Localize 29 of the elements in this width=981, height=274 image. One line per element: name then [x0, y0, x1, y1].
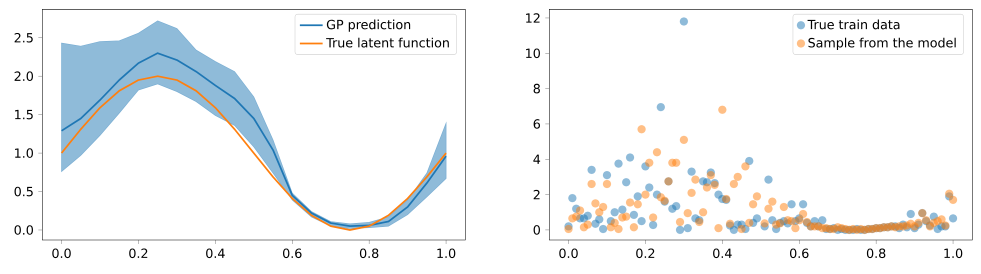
x-tick-label: 0.0: [52, 248, 71, 258]
x-tick-label: 0.8: [360, 248, 378, 258]
x-tick-label: 0.2: [636, 248, 654, 258]
legend-label: GP prediction: [326, 20, 410, 32]
x-tick-label: 0.6: [283, 248, 302, 258]
y-tick-label: 2: [534, 190, 540, 200]
y-tick-label: 1.0: [15, 148, 33, 158]
y-tick-label: 12: [526, 13, 540, 23]
legend-label: True latent function: [326, 38, 449, 48]
y-tick-label: 0.5: [14, 186, 33, 196]
y-tick-label: 6: [534, 119, 540, 129]
y-tick-label: 0.0: [14, 225, 33, 235]
x-tick-label: 0.2: [129, 248, 148, 258]
x-tick-label: 1.0: [437, 248, 456, 258]
x-tick-label: 0.6: [790, 248, 809, 258]
y-tick-label: 8: [534, 84, 540, 94]
y-tick-label: 0: [534, 225, 540, 235]
y-tick-label: 1.5: [15, 110, 33, 120]
x-tick-label: 1.0: [944, 248, 962, 258]
x-tick-label: 0.4: [206, 248, 225, 258]
x-tick-label: 0.0: [559, 248, 578, 258]
y-tick-label: 10: [526, 48, 540, 58]
x-tick-label: 0.4: [713, 248, 732, 258]
y-tick-label: 2.5: [14, 32, 33, 43]
legend-label: True train data: [808, 20, 900, 30]
x-tick-label: 0.8: [866, 248, 886, 258]
y-tick-label: 4: [533, 154, 540, 164]
y-tick-label: 2.0: [14, 71, 33, 81]
legend-label: Sample from the model: [808, 38, 956, 50]
